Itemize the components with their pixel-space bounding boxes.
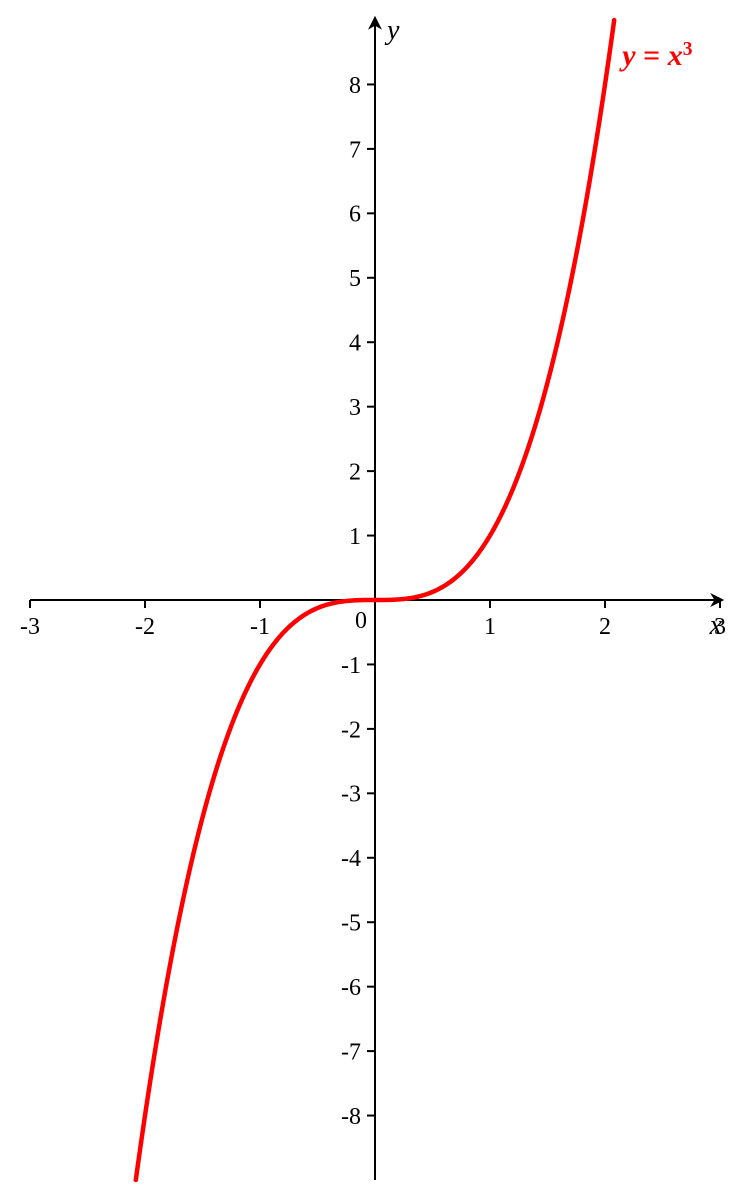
x-tick-label: -3: [20, 614, 40, 640]
x-axis-label: x: [709, 610, 723, 641]
y-tick-label: -5: [341, 911, 361, 937]
y-tick-label: -4: [341, 846, 361, 872]
y-tick-label: 7: [349, 137, 361, 163]
x-tick-label: 1: [484, 614, 496, 640]
y-tick-label: 1: [349, 524, 361, 550]
y-tick-label: -3: [341, 782, 361, 808]
y-tick-label: -7: [341, 1040, 361, 1066]
y-tick-label: 2: [349, 460, 361, 486]
chart-container: -3-2-1123-8-7-6-5-4-3-2-1123456780xyy = …: [0, 0, 750, 1200]
cubic-chart: -3-2-1123-8-7-6-5-4-3-2-1123456780xyy = …: [0, 0, 750, 1200]
y-tick-label: 8: [349, 73, 361, 99]
y-axis-label: y: [384, 15, 400, 46]
y-tick-label: -2: [341, 717, 361, 743]
y-tick-label: 5: [349, 266, 361, 292]
y-tick-label: 3: [349, 395, 361, 421]
y-tick-label: 4: [349, 331, 361, 357]
origin-label: 0: [355, 608, 367, 634]
x-tick-label: -1: [250, 614, 270, 640]
y-tick-label: -6: [341, 975, 361, 1001]
y-tick-label: -8: [341, 1104, 361, 1130]
y-tick-label: -1: [341, 653, 361, 679]
axes: -3-2-1123-8-7-6-5-4-3-2-1123456780xy: [20, 15, 726, 1180]
x-tick-label: 2: [599, 614, 611, 640]
equation-label: y = x3: [619, 39, 692, 73]
y-tick-label: 6: [349, 202, 361, 228]
x-tick-label: -2: [135, 614, 155, 640]
